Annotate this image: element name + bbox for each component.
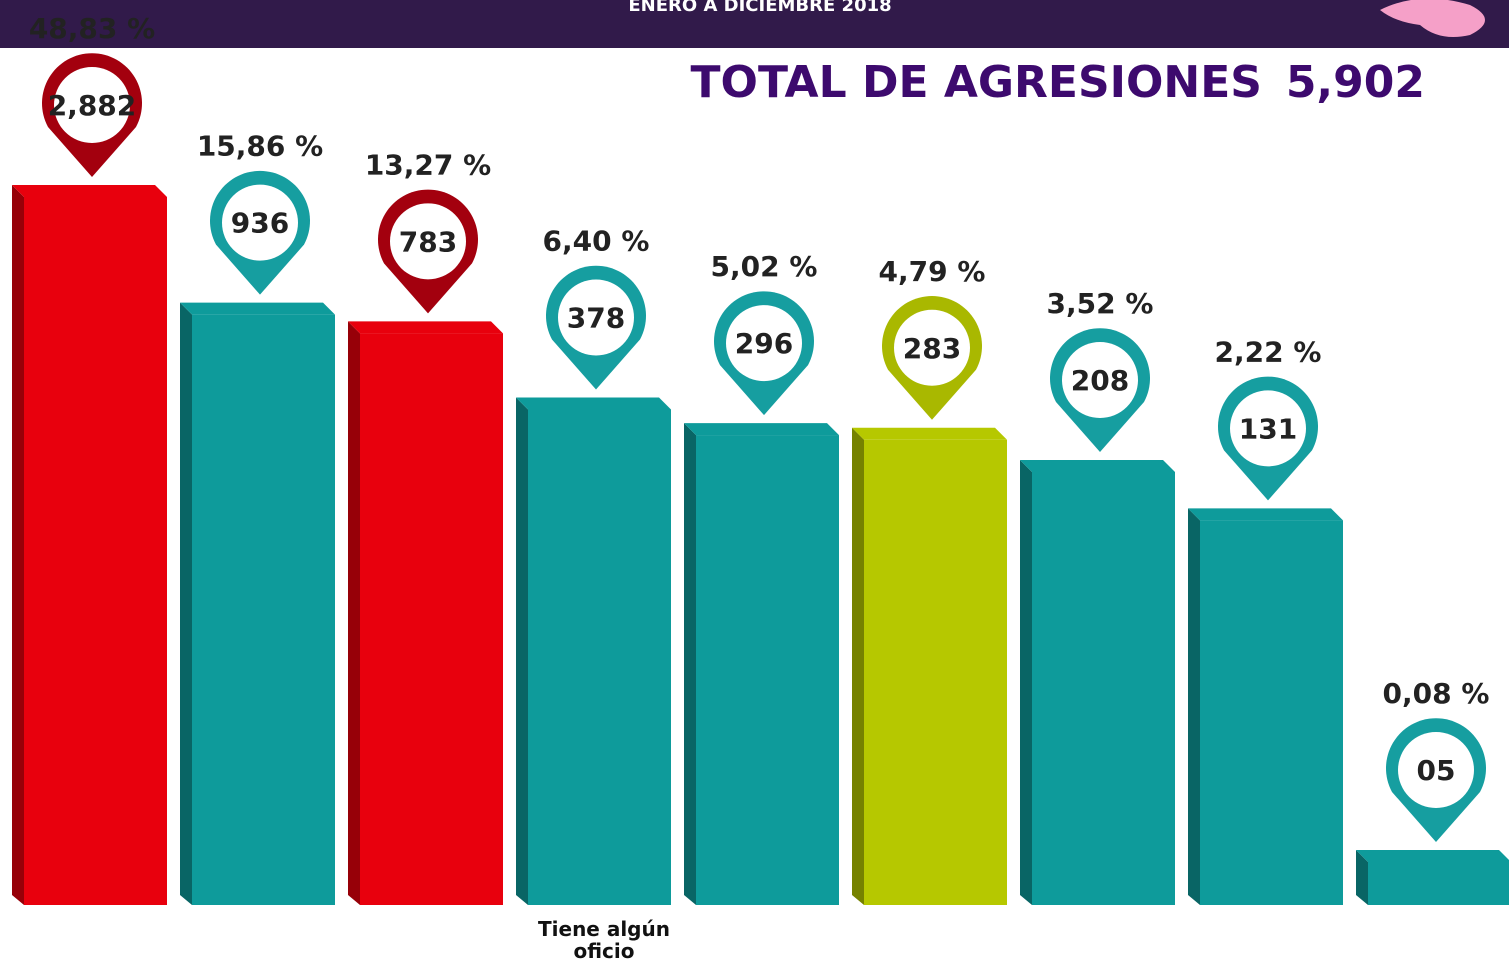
value-label: 296 — [735, 327, 793, 360]
bar — [24, 197, 167, 905]
value-label: 208 — [1071, 364, 1129, 397]
x-tick-label: Tiene algún oficio — [538, 917, 670, 963]
value-label: 05 — [1417, 754, 1456, 787]
bar-side — [1188, 508, 1200, 905]
pin-inner — [1062, 341, 1138, 418]
percent-label: 4,79 % — [879, 255, 986, 288]
bar — [360, 333, 503, 905]
bar-side — [12, 185, 24, 905]
pin-inner — [894, 309, 970, 386]
bar-top — [12, 185, 167, 197]
subtitle: ENERO A DICIEMBRE 2018 — [628, 0, 891, 16]
value-label: 378 — [567, 302, 625, 335]
bar — [1200, 520, 1343, 905]
bar-top — [516, 397, 671, 410]
pin-inner — [1398, 732, 1474, 808]
bar-top — [1020, 459, 1175, 472]
bar — [192, 314, 335, 905]
pin-inner — [1230, 390, 1306, 467]
bar-top — [1356, 850, 1509, 862]
bar — [1368, 862, 1509, 905]
bar-top — [1188, 508, 1343, 521]
bar-top — [852, 427, 1007, 440]
value-label: 2,882 — [48, 89, 137, 122]
percent-label: 3,52 % — [1047, 287, 1154, 320]
value-label: 936 — [231, 207, 289, 240]
header-icon — [1380, 0, 1485, 37]
bar-side — [516, 397, 528, 905]
percent-label: 6,40 % — [543, 225, 650, 258]
bar-side — [1356, 850, 1368, 905]
percent-label: 13,27 % — [365, 148, 491, 181]
bar-side — [348, 321, 360, 905]
percent-label: 15,86 % — [197, 130, 323, 163]
pin-inner — [726, 305, 802, 382]
percent-label: 5,02 % — [711, 250, 818, 283]
percent-label: 48,83 % — [29, 12, 155, 45]
bar-top — [180, 302, 335, 315]
pin-inner — [54, 67, 130, 143]
header-band — [0, 0, 1509, 48]
pin-inner — [558, 279, 634, 356]
total: 5,902 — [1286, 57, 1425, 108]
percent-label: 2,22 % — [1215, 335, 1322, 368]
bar-side — [1020, 459, 1032, 905]
bar — [864, 439, 1007, 905]
bar-top — [348, 321, 503, 334]
value-label: 283 — [903, 332, 961, 365]
bar — [696, 435, 839, 905]
value-label: 783 — [399, 225, 457, 258]
bar-top — [684, 423, 839, 436]
bar-side — [684, 423, 696, 905]
bar — [1032, 471, 1175, 905]
bar — [528, 409, 671, 905]
percent-label: 0,08 % — [1383, 677, 1490, 710]
chart-title: TOTAL DE AGRESIONES — [691, 57, 1262, 108]
pin-inner — [390, 203, 466, 280]
pin-inner — [222, 184, 298, 261]
value-label: 131 — [1239, 412, 1297, 445]
bar-side — [852, 427, 864, 905]
bar-side — [180, 302, 192, 905]
